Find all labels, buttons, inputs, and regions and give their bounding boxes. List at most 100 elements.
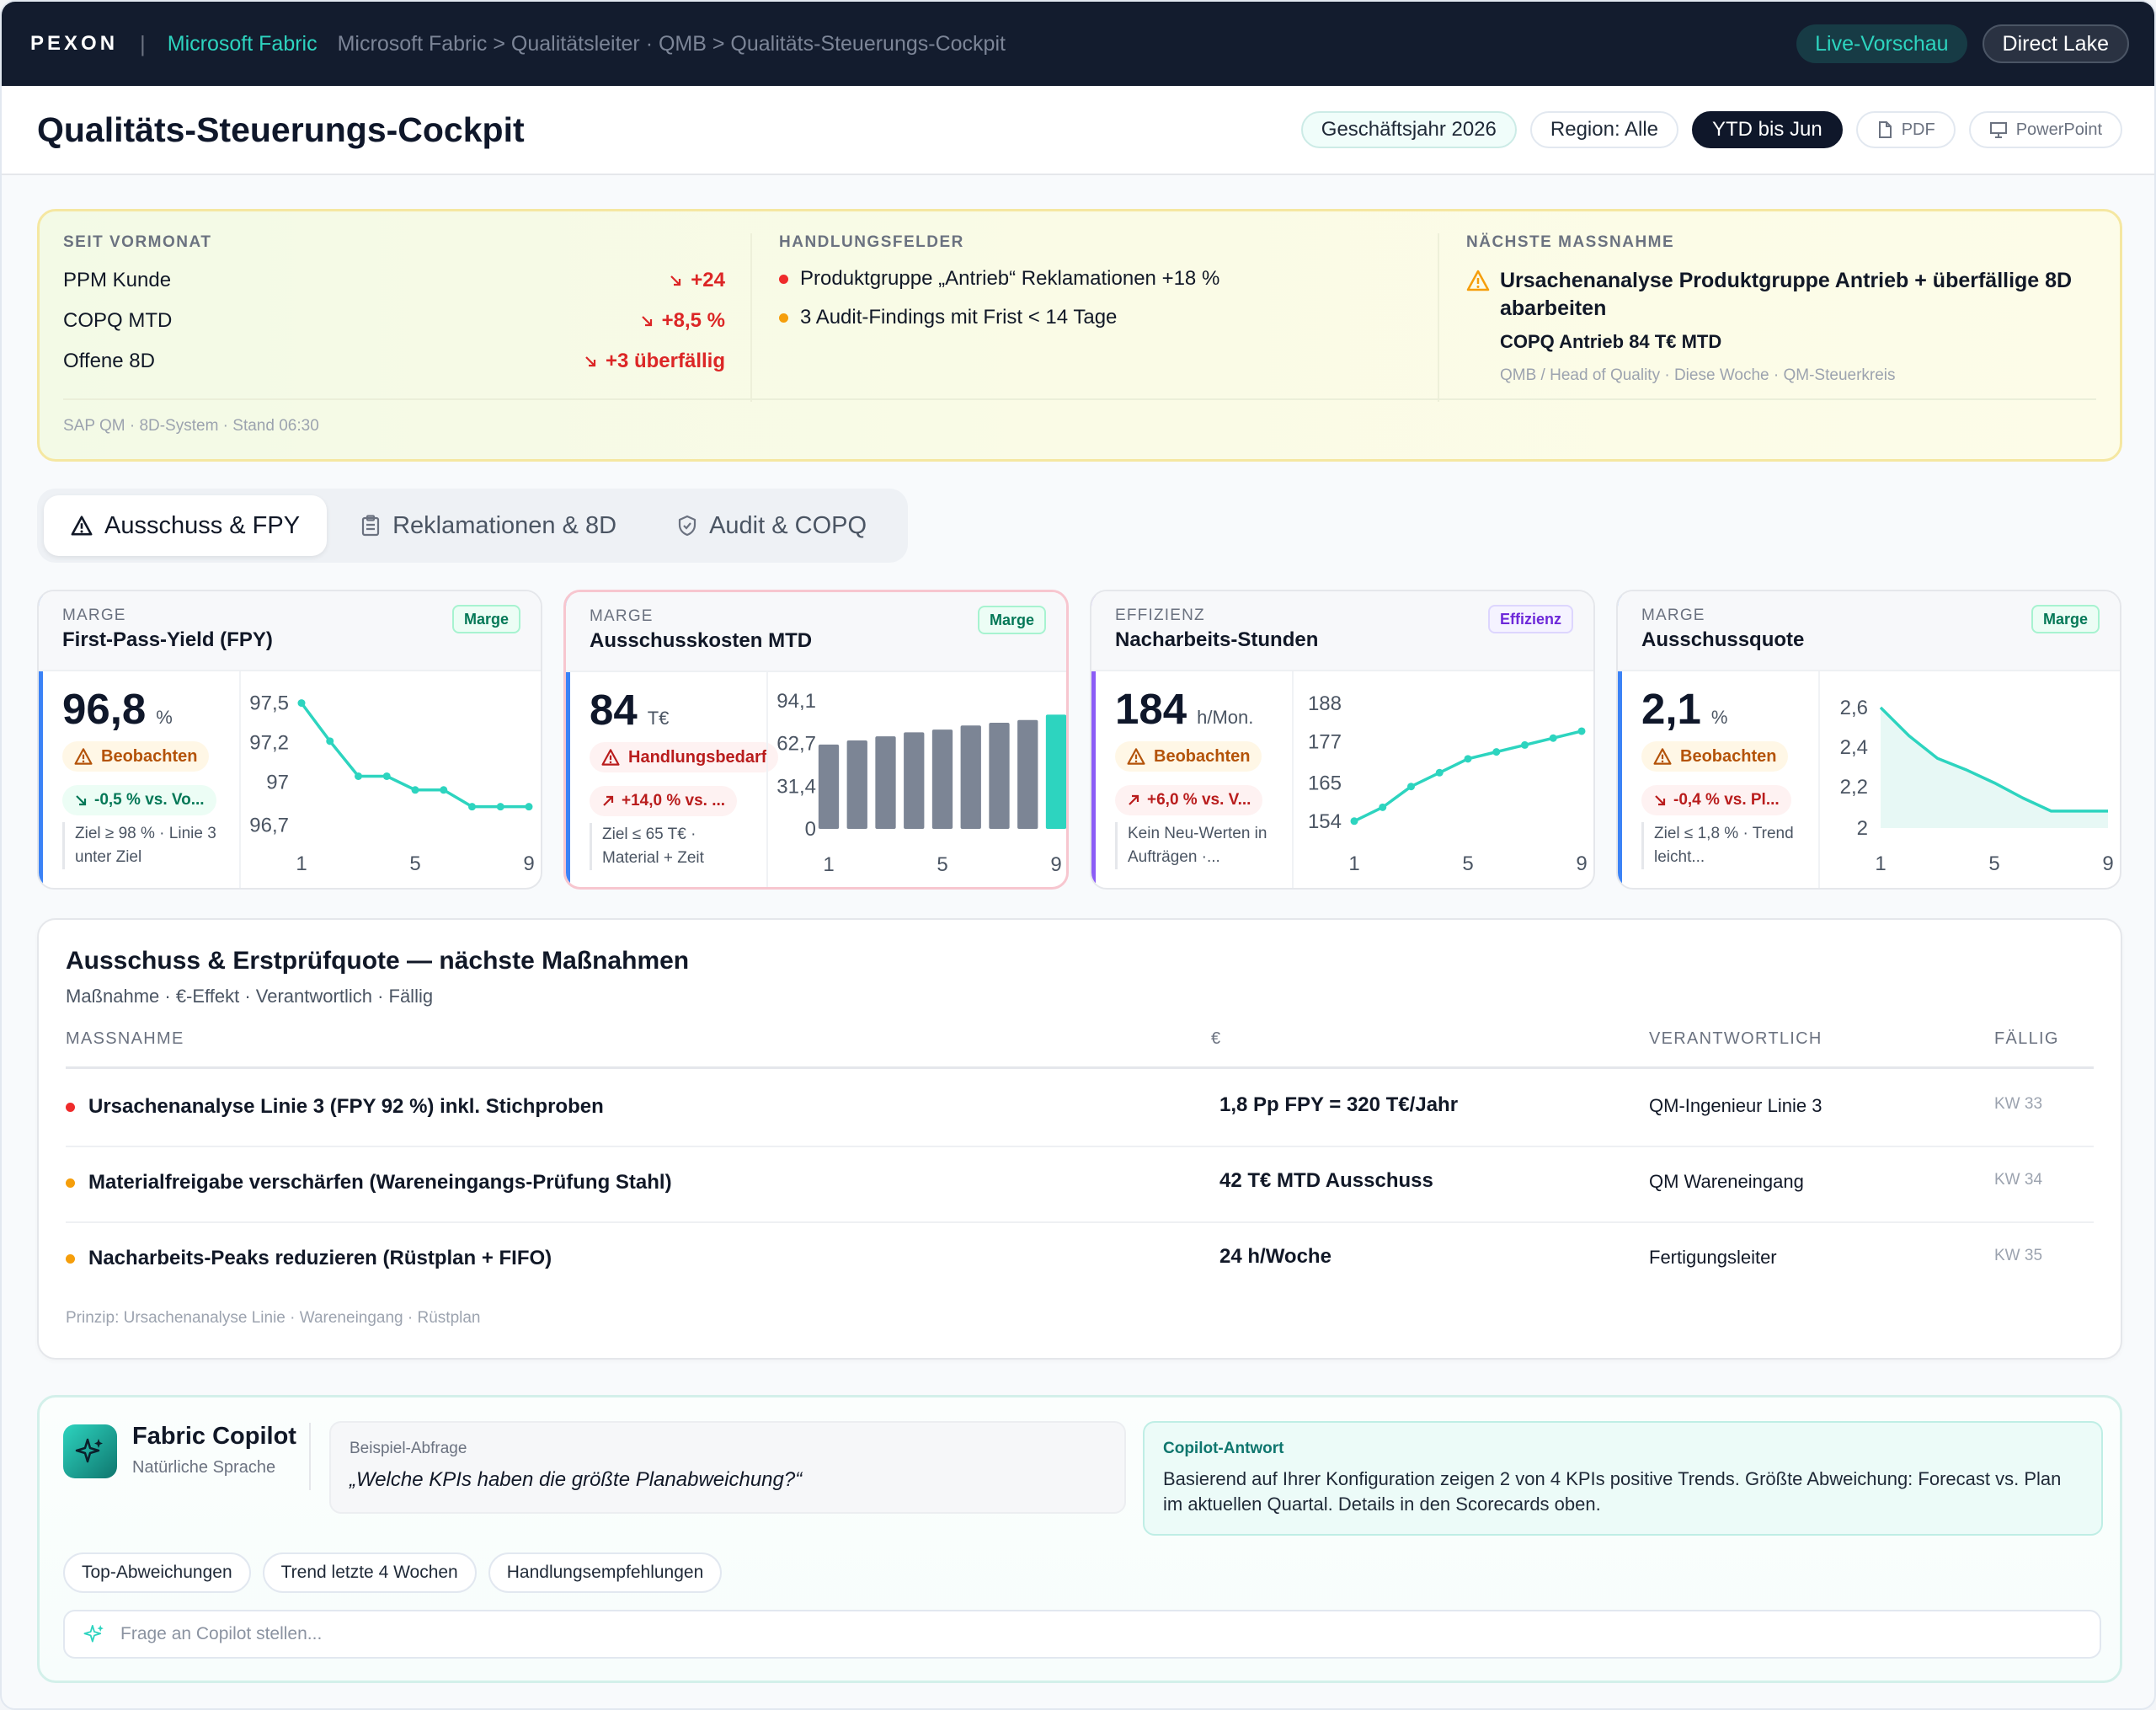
- tab-audit-copq[interactable]: Audit & COPQ: [650, 495, 894, 556]
- since-row-delta-value: +8,5 %: [661, 309, 725, 332]
- kpi-value-number: 84: [590, 686, 638, 734]
- table-row[interactable]: Materialfreigabe verschärfen (Wareneinga…: [66, 1146, 2094, 1221]
- since-row: COPQ MTD +8,5 %: [63, 309, 725, 333]
- query-label: Beispiel-Abfrage: [350, 1440, 467, 1457]
- copilot-input[interactable]: [120, 1624, 2057, 1644]
- column-header-measure[interactable]: MASSNAHME: [66, 1029, 184, 1048]
- tab-bar: Ausschuss & FPY Reklamationen & 8D Audit &…: [37, 489, 908, 563]
- kpi-status-label: Beobachten: [1680, 746, 1777, 766]
- direct-lake-button[interactable]: Direct Lake: [1982, 24, 2129, 63]
- kpi-delta-text: +6,0 % vs. V...: [1147, 791, 1251, 809]
- y-tick-label: 97,5: [249, 692, 289, 715]
- answer-text: Basierend auf Ihrer Konfiguration zeigen…: [1163, 1468, 2062, 1515]
- y-tick-label: 0: [805, 818, 816, 841]
- suggestion-chip[interactable]: Top-Abweichungen: [63, 1552, 251, 1593]
- column-header-owner[interactable]: VERANTWORTLICH: [1649, 1029, 1822, 1048]
- measure-text: Nacharbeits-Peaks reduzieren (Rüstplan +…: [88, 1247, 552, 1269]
- owner-cell: QM-Ingenieur Linie 3: [1649, 1095, 1822, 1116]
- chart-line: [1353, 729, 1582, 823]
- table-row[interactable]: Nacharbeits-Peaks reduzieren (Rüstplan +…: [66, 1221, 2094, 1297]
- x-tick-label: 9: [523, 852, 534, 875]
- y-tick-label: 2,6: [1840, 697, 1868, 719]
- kpi-value-unit: %: [156, 707, 173, 728]
- due-cell: KW 34: [1994, 1171, 2043, 1189]
- kpi-card[interactable]: MARGE First-Pass-Yield (FPY) Marge 96,8% Beo…: [37, 590, 542, 890]
- table-row[interactable]: Ursachenanalyse Linie 3 (FPY 92 %) inkl.…: [66, 1070, 2094, 1146]
- kpi-name: Ausschussquote: [1641, 628, 1805, 651]
- summary-rule: [63, 398, 2096, 400]
- y-tick-label: 177: [1308, 730, 1342, 753]
- kpi-chart: 94,1 62,7 31,4 0 1 5 9: [770, 672, 1066, 887]
- example-query[interactable]: Beispiel-Abfrage „Welche KPIs haben die …: [329, 1421, 1126, 1514]
- arrow-down-right-icon: [1655, 795, 1666, 806]
- kpi-badge: Effizienz: [1487, 605, 1573, 633]
- kpi-header: MARGE Ausschusskosten MTD Marge: [566, 592, 1066, 672]
- page-title: Qualitäts-Steuerungs-Cockpit: [37, 110, 525, 149]
- kpi-value: 184 h/Mon.: [1115, 684, 1253, 734]
- kpi-card[interactable]: EFFIZIENZ Nacharbeits-Stunden Effizienz 184…: [1090, 590, 1595, 890]
- kpi-card[interactable]: MARGE Ausschussquote Marge 2,1% Beobachten -0…: [1616, 590, 2121, 890]
- warning-icon: [1653, 748, 1672, 765]
- kpi-delta-text: +14,0 % vs. ...: [622, 792, 726, 810]
- kpi-status-badge: Beobachten: [1115, 741, 1262, 772]
- kpi-status-label: Beobachten: [101, 746, 198, 766]
- priority-dot: [66, 1178, 75, 1188]
- period-filter[interactable]: YTD bis Jun: [1692, 111, 1843, 148]
- due-cell: KW 33: [1994, 1095, 2043, 1113]
- sparkle-icon: [75, 1438, 103, 1463]
- x-tick-label: 5: [409, 852, 420, 875]
- y-tick-label: 96,7: [249, 814, 289, 836]
- copilot-input-box[interactable]: [63, 1610, 2101, 1659]
- answer-label: Copilot-Antwort: [1163, 1440, 1284, 1457]
- powerpoint-label: PowerPoint: [2015, 120, 2102, 139]
- arrow-down-right-icon: [76, 795, 87, 806]
- pdf-export-button[interactable]: PDF: [1855, 111, 1956, 148]
- priority-dot: [66, 1102, 75, 1112]
- kpi-category: MARGE: [590, 607, 654, 625]
- kpi-delta-badge: -0,4 % vs. Pl...: [1641, 785, 1791, 815]
- priority-dot: [66, 1253, 75, 1264]
- kpi-card[interactable]: MARGE Ausschusskosten MTD Marge 84 T€ Handlun…: [563, 590, 1069, 890]
- copilot-answer: Copilot-Antwort Basierend auf Ihrer Konf…: [1143, 1421, 2103, 1536]
- kpi-delta-badge: +14,0 % vs. ...: [590, 786, 738, 816]
- kpi-value-unit: T€: [647, 708, 670, 729]
- suggestion-chips: Top-Abweichungen Trend letzte 4 Wochen Han…: [63, 1552, 723, 1593]
- kpi-chart: 188 177 165 154 1 5 9: [1295, 671, 1593, 888]
- warning-icon: [601, 749, 620, 766]
- chart-point: [1435, 768, 1444, 777]
- chart-point: [382, 772, 391, 780]
- tab-ausschuss-fpy[interactable]: Ausschuss & FPY: [44, 495, 328, 556]
- live-preview-badge[interactable]: Live-Vorschau: [1796, 24, 1967, 63]
- chart-point: [411, 786, 419, 794]
- measure-text: Ursachenanalyse Linie 3 (FPY 92 %) inkl.…: [88, 1095, 604, 1118]
- region-filter[interactable]: Region: Alle: [1529, 111, 1678, 148]
- warning-icon: [1127, 748, 1145, 765]
- action-field-text: 3 Audit-Findings mit Frist < 14 Tage: [800, 306, 1118, 329]
- suggestion-chip[interactable]: Trend letzte 4 Wochen: [262, 1552, 477, 1593]
- kpi-value-number: 184: [1115, 685, 1187, 733]
- sparkle-icon: [83, 1624, 104, 1643]
- column-header-due[interactable]: FÄLLIG: [1994, 1029, 2059, 1048]
- since-row-label: COPQ MTD: [63, 309, 173, 332]
- chart-point: [355, 772, 362, 780]
- powerpoint-export-button[interactable]: PowerPoint: [1968, 111, 2122, 148]
- chart-point: [525, 803, 533, 811]
- since-row-delta: +3 überfällig: [584, 350, 725, 373]
- kpi-badge: Marge: [451, 605, 520, 633]
- kpi-note: Kein Neu-Werten in Aufträgen ·...: [1115, 822, 1280, 869]
- suggestion-chip[interactable]: Handlungsempfehlungen: [488, 1552, 723, 1593]
- status-dot: [779, 313, 788, 323]
- since-row-delta: +24: [669, 269, 725, 292]
- kpi-name: Nacharbeits-Stunden: [1115, 628, 1319, 651]
- kpi-status-badge: Beobachten: [1641, 741, 1789, 772]
- column-header-euro[interactable]: €: [1211, 1029, 1222, 1048]
- fiscal-year-filter[interactable]: Geschäftsjahr 2026: [1300, 111, 1517, 148]
- tab-reklamationen-8d[interactable]: Reklamationen & 8D: [334, 495, 643, 556]
- chart-bar: [818, 744, 840, 829]
- since-row-delta-value: +24: [691, 269, 725, 291]
- product-link[interactable]: Microsoft Fabric: [167, 31, 318, 56]
- chart-bar: [1017, 719, 1038, 829]
- y-tick-label: 2,2: [1840, 776, 1868, 799]
- next-measure-meta: QMB / Head of Quality · Diese Woche · QM…: [1500, 366, 1896, 384]
- x-tick-label: 9: [1576, 852, 1587, 875]
